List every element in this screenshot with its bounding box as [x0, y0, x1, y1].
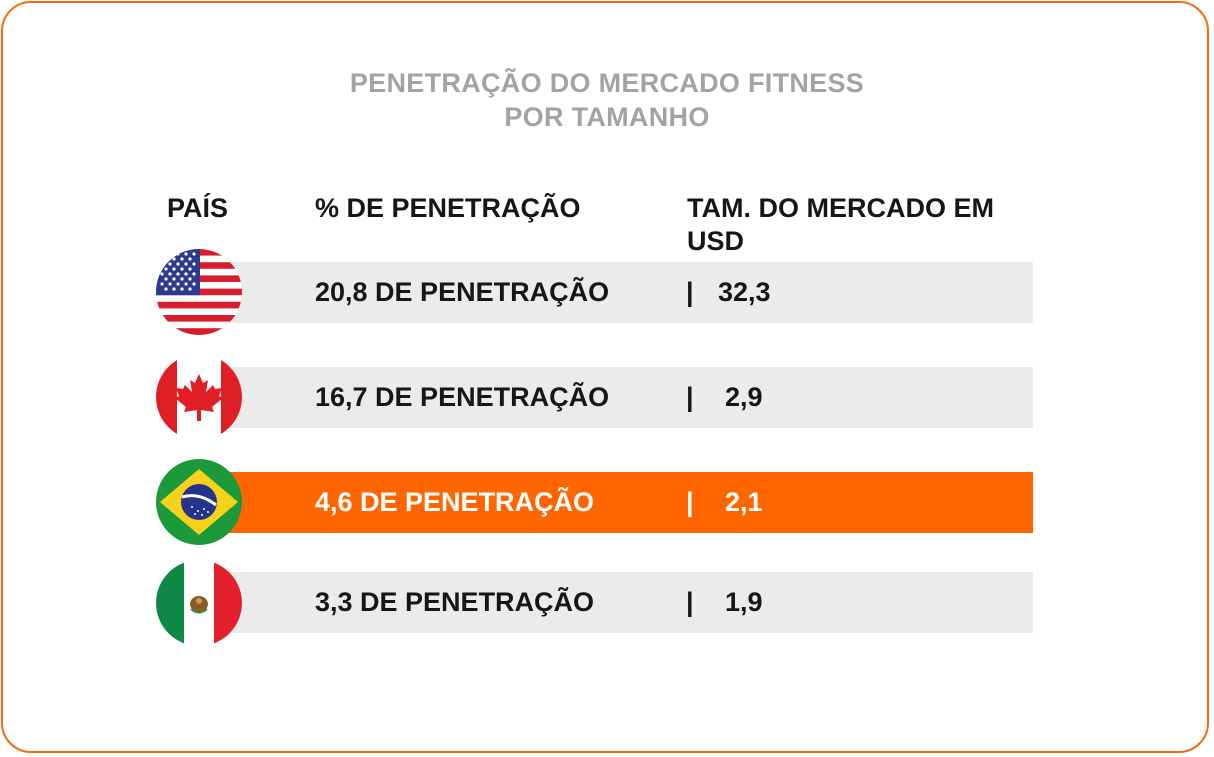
separator: | [686, 277, 694, 307]
table-row-mexico: 3,3 DE PENETRAÇÃO | 1,9 [180, 572, 1033, 633]
column-header-market-size-line-1: TAM. DO MERCADO EM [687, 193, 994, 223]
separator: | [686, 487, 694, 517]
penetration-value: 16,7 DE PENETRAÇÃO [315, 382, 610, 412]
column-header-market-size: TAM. DO MERCADO EM USD [687, 192, 1047, 258]
column-header-penetration: % DE PENETRAÇÃO [315, 193, 581, 223]
chart-title-line-2: POR TAMANHO [504, 102, 710, 132]
canada-flag-icon [156, 354, 242, 440]
penetration-value: 20,8 DE PENETRAÇÃO [315, 277, 610, 307]
column-header-market-size-line-2: USD [687, 226, 745, 256]
table-row-usa: 20,8 DE PENETRAÇÃO | 32,3 [180, 262, 1033, 323]
usa-flag-icon [156, 249, 242, 335]
mexico-flag-icon [156, 560, 242, 646]
penetration-value: 4,6 DE PENETRAÇÃO [315, 487, 595, 517]
table-row-canada: 16,7 DE PENETRAÇÃO | 2,9 [180, 367, 1033, 428]
market-size-value: 2,9 [725, 382, 763, 412]
market-size-value: 2,1 [725, 487, 763, 517]
chart-title-line-1: PENETRAÇÃO DO MERCADO FITNESS [349, 68, 865, 98]
chart-title: PENETRAÇÃO DO MERCADO FITNESS POR TAMANH… [0, 66, 1214, 134]
separator: | [686, 382, 694, 412]
column-header-country: PAÍS [167, 193, 229, 223]
table-row-brazil: 4,6 DE PENETRAÇÃO | 2,1 [180, 472, 1033, 533]
market-size-value: 32,3 [718, 277, 771, 307]
separator: | [686, 587, 694, 617]
penetration-value: 3,3 DE PENETRAÇÃO [315, 587, 595, 617]
brazil-flag-icon [156, 459, 242, 545]
market-size-value: 1,9 [725, 587, 763, 617]
